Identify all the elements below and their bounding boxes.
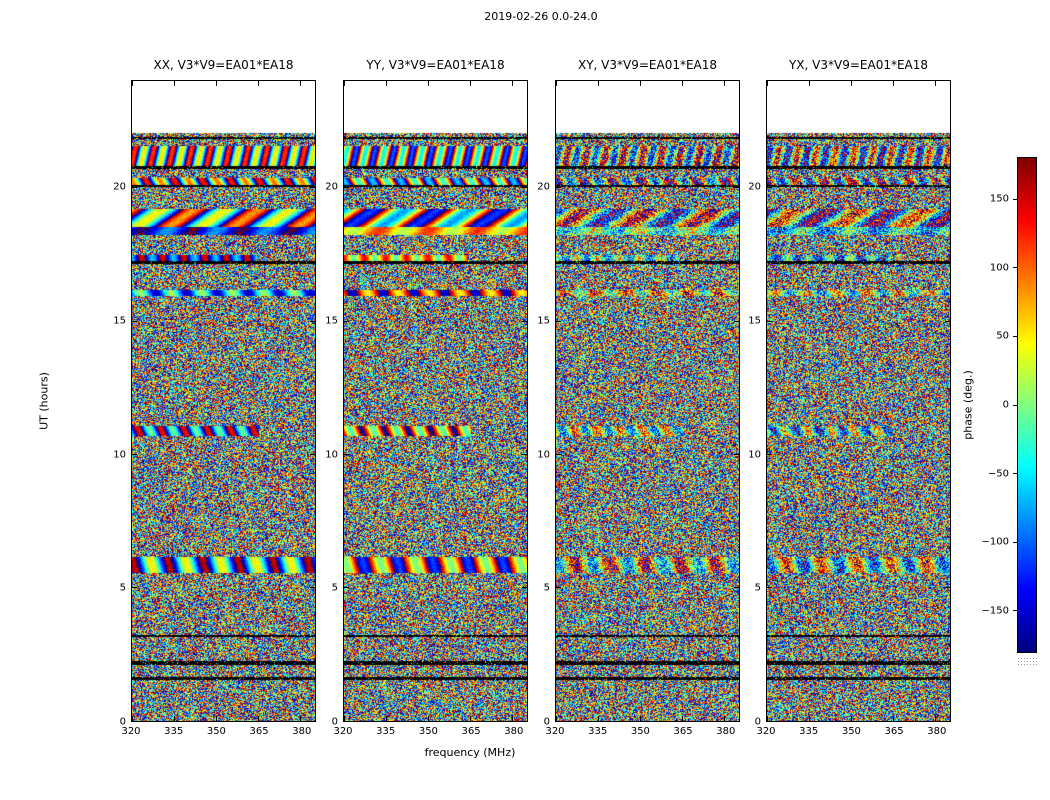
- subplot-yy: YY, V3*V9=EA01*EA18 320 335 350 365 380 0 5 10…: [325, 58, 528, 737]
- y-tick-label: 20: [748, 181, 761, 193]
- y-axis-ticks: 0 5 10 15 20: [317, 80, 343, 728]
- y-tick-label: 10: [113, 449, 126, 460]
- colorbar-tick-mark: [1013, 473, 1017, 475]
- x-axis-ticks: 320 335 350 365 380: [333, 722, 528, 740]
- plot-area-xx: [131, 80, 316, 722]
- subplot-title-xx: XX, V3*V9=EA01*EA18: [153, 58, 294, 72]
- y-axis-ticks: 0 5 10 15 20: [105, 80, 131, 728]
- colorbar-tick-label: −50: [987, 468, 1009, 480]
- plot-area-yy: [343, 80, 528, 722]
- x-tick-label: 380: [716, 726, 736, 737]
- x-tick-label: 320: [121, 726, 141, 737]
- y-axis-label: UT (hours): [37, 372, 51, 430]
- x-axis-ticks: 320 335 350 365 380: [545, 722, 740, 740]
- waterfall-image-xy: [556, 81, 739, 721]
- subplot-xx: XX, V3*V9=EA01*EA18 320 335 350 365 380 0 5 10…: [113, 58, 316, 737]
- x-axis-label: frequency (MHz): [424, 746, 516, 759]
- x-tick-label: 365: [884, 726, 904, 737]
- y-tick-label: 10: [325, 449, 338, 460]
- colorbar-tick-label: −150: [981, 605, 1009, 617]
- y-tick-label: 15: [748, 315, 761, 327]
- colorbar-tick-mark: [1013, 610, 1017, 612]
- x-tick-label: 335: [588, 726, 608, 737]
- subplot-xy: XY, V3*V9=EA01*EA18 320 335 350 365 380 0 5 10…: [537, 58, 740, 737]
- y-tick-label: 5: [331, 582, 338, 594]
- x-tick-label: 335: [164, 726, 184, 737]
- x-tick-label: 320: [333, 726, 353, 737]
- y-tick-label: 15: [325, 315, 338, 327]
- x-tick-label: 335: [799, 726, 819, 737]
- colorbar: [1013, 157, 1037, 653]
- colorbar-tick-label: 50: [996, 330, 1009, 342]
- plot-area-yx: [766, 80, 951, 722]
- x-tick-label: 350: [841, 726, 861, 737]
- plot-area-xy: [555, 80, 740, 722]
- subplot-yx: YX, V3*V9=EA01*EA18 320 335 350 365 380 0 5 10…: [748, 58, 951, 737]
- figure-title: 2019-02-26 0.0-24.0: [484, 10, 598, 23]
- x-tick-label: 380: [292, 726, 312, 737]
- colorbar-extension-dots: [1017, 657, 1037, 666]
- y-tick-label: 0: [754, 716, 761, 728]
- colorbar-label: phase (deg.): [961, 370, 975, 440]
- y-tick-label: 5: [543, 582, 550, 594]
- colorbar-ticks: 150 100 50 0 −50 −100 −150: [975, 158, 1013, 652]
- colorbar-tick-mark: [1013, 198, 1017, 200]
- colorbar-tick-label: 150: [989, 193, 1009, 205]
- colorbar-tick-mark: [1013, 541, 1017, 543]
- waterfall-image-xx: [132, 81, 315, 721]
- subplot-title-yy: YY, V3*V9=EA01*EA18: [366, 58, 505, 72]
- y-tick-label: 0: [331, 716, 338, 728]
- x-tick-label: 350: [206, 726, 226, 737]
- y-tick-label: 5: [119, 582, 126, 594]
- y-tick-label: 10: [537, 449, 550, 460]
- waterfall-image-yy: [344, 81, 527, 721]
- x-tick-label: 320: [756, 726, 776, 737]
- x-tick-label: 320: [545, 726, 565, 737]
- y-tick-label: 10: [748, 449, 761, 460]
- y-axis-ticks: 0 5 10 15 20: [740, 80, 766, 728]
- x-tick-label: 350: [418, 726, 438, 737]
- x-tick-label: 350: [630, 726, 650, 737]
- x-axis-ticks: 320 335 350 365 380: [756, 722, 951, 740]
- x-tick-label: 380: [927, 726, 947, 737]
- colorbar-tick-label: 0: [1002, 399, 1009, 411]
- subplot-title-yx: YX, V3*V9=EA01*EA18: [788, 58, 929, 72]
- y-tick-label: 15: [537, 315, 550, 327]
- y-tick-label: 20: [113, 181, 126, 193]
- colorbar-tick-mark: [1013, 335, 1017, 337]
- colorbar-gradient: [1018, 158, 1036, 652]
- y-axis-ticks: 0 5 10 15 20: [529, 80, 555, 728]
- colorbar-tick-label: 100: [989, 262, 1009, 274]
- y-tick-label: 5: [754, 582, 761, 594]
- subplot-title-xy: XY, V3*V9=EA01*EA18: [577, 58, 718, 72]
- y-tick-label: 15: [113, 315, 126, 327]
- x-axis-ticks: 320 335 350 365 380: [121, 722, 316, 740]
- x-tick-label: 380: [504, 726, 524, 737]
- y-tick-label: 20: [537, 181, 550, 193]
- x-tick-label: 365: [461, 726, 481, 737]
- x-tick-label: 335: [376, 726, 396, 737]
- x-tick-label: 365: [249, 726, 269, 737]
- colorbar-tick-mark: [1013, 267, 1017, 269]
- x-tick-label: 365: [673, 726, 693, 737]
- y-tick-label: 0: [119, 716, 126, 728]
- y-tick-label: 20: [325, 181, 338, 193]
- y-tick-label: 0: [543, 716, 550, 728]
- colorbar-tick-mark: [1013, 404, 1017, 406]
- colorbar-tick-label: −100: [981, 536, 1009, 548]
- waterfall-image-yx: [767, 81, 950, 721]
